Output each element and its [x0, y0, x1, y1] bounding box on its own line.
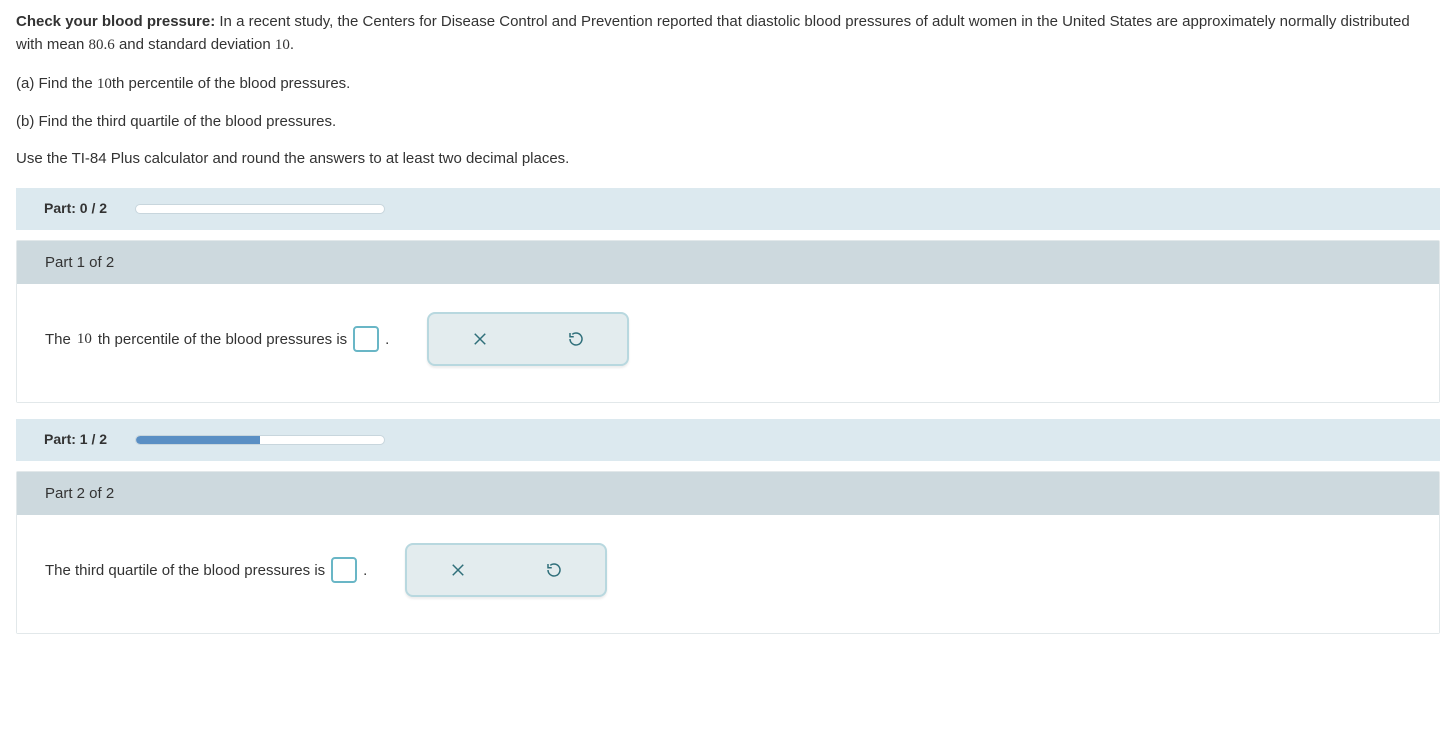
question-lead-bold: Check your blood pressure: [16, 13, 215, 30]
progress-header-2: Part: 1 / 2 [16, 419, 1440, 461]
answer-math-1: 10 [77, 328, 92, 351]
question-intro: Check your blood pressure: In a recent s… [16, 10, 1440, 58]
answer-input-1[interactable] [353, 326, 379, 352]
answer-suffix-2: . [363, 559, 367, 582]
answer-prefix-2: The third quartile of the blood pressure… [45, 559, 325, 582]
a-prefix: (a) Find the [16, 75, 97, 92]
progress-bar-2 [135, 435, 385, 445]
a-percentile: 10 [97, 76, 112, 92]
question-calc-note: Use the TI-84 Plus calculator and round … [16, 147, 1440, 170]
a-suffix: th percentile of the blood pressures. [112, 75, 350, 92]
close-icon[interactable] [447, 559, 469, 581]
part-title-1: Part 1 of 2 [17, 241, 1439, 284]
part-title-2: Part 2 of 2 [17, 472, 1439, 515]
answer-mid-1: th percentile of the blood pressures is [98, 328, 347, 351]
answer-line-2: The third quartile of the blood pressure… [45, 557, 367, 583]
action-box-1 [427, 312, 629, 366]
answer-suffix-1: . [385, 328, 389, 351]
question-mean: 80.6 [89, 37, 115, 53]
progress-label-1: Part: 0 / 2 [44, 198, 107, 220]
reset-icon[interactable] [565, 328, 587, 350]
question-part-b: (b) Find the third quartile of the blood… [16, 110, 1440, 133]
progress-bar-1 [135, 204, 385, 214]
part-body-1: The 10 th percentile of the blood pressur… [17, 284, 1439, 402]
progress-label-2: Part: 1 / 2 [44, 429, 107, 451]
progress-header-1: Part: 0 / 2 [16, 188, 1440, 230]
question-lead-rest2: and standard deviation [115, 36, 275, 53]
question-lead-rest3: . [290, 36, 294, 53]
part-card-2: Part 2 of 2 The third quartile of the bl… [16, 471, 1440, 634]
action-box-2 [405, 543, 607, 597]
part-card-1: Part 1 of 2 The 10 th percentile of the b… [16, 240, 1440, 403]
question-block: Check your blood pressure: In a recent s… [16, 10, 1440, 170]
reset-icon[interactable] [543, 559, 565, 581]
answer-prefix-1: The [45, 328, 71, 351]
question-part-a: (a) Find the 10th percentile of the bloo… [16, 72, 1440, 96]
answer-input-2[interactable] [331, 557, 357, 583]
question-sd: 10 [275, 37, 290, 53]
part-body-2: The third quartile of the blood pressure… [17, 515, 1439, 633]
answer-line-1: The 10 th percentile of the blood pressur… [45, 326, 389, 352]
progress-fill-2 [136, 436, 260, 444]
close-icon[interactable] [469, 328, 491, 350]
